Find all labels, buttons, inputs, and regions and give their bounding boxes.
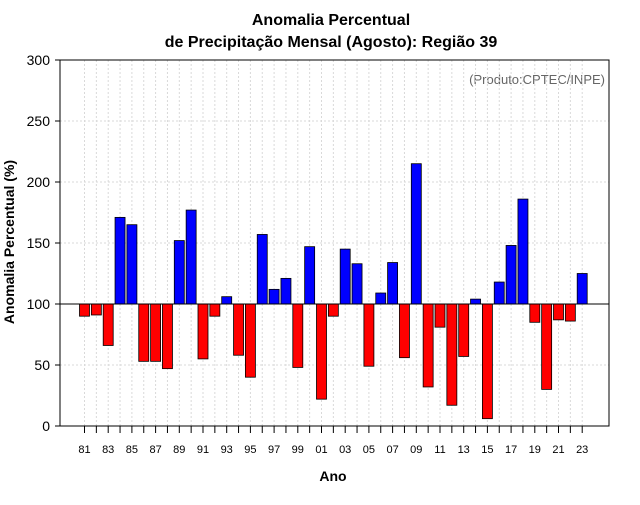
bar-84 [114,216,126,305]
x-tick-label: 19 [529,444,541,456]
bar-86 [138,303,150,362]
bar-85 [126,224,138,305]
x-tick-label: 93 [221,444,233,456]
bar-02 [327,303,339,317]
bar-92 [209,303,221,317]
y-tick-label: 50 [34,357,50,373]
bar-96 [256,234,268,305]
x-tick-label: 81 [78,444,90,456]
plot-frame [59,59,610,427]
bar-13 [458,303,470,357]
x-tick-label: 23 [576,444,588,456]
bar-16 [493,281,505,305]
y-tick-label: 300 [27,52,51,68]
x-tick-label: 09 [410,444,422,456]
bar-04 [351,263,363,305]
x-tick-label: 05 [363,444,375,456]
chart-title: Anomalia Percentual [252,12,410,29]
bars [79,163,588,420]
bar-03 [339,248,351,305]
x-tick-label: 03 [339,444,351,456]
y-tick-label: 100 [27,296,51,312]
x-tick-label: 99 [292,444,304,456]
x-tick-label: 07 [386,444,398,456]
bar-22 [564,303,576,322]
bar-83 [102,303,114,346]
bar-19 [529,303,541,323]
bar-00 [304,246,316,305]
bar-99 [292,303,304,368]
bar-08 [399,303,410,359]
bar-09 [410,163,422,305]
x-tick-label: 83 [102,444,114,456]
bar-91 [197,303,209,360]
bar-93 [221,296,233,305]
bar-11 [434,303,446,328]
bar-12 [446,303,458,406]
chart-subtitle: de Precipitação Mensal (Agosto): Região … [165,34,498,51]
bar-21 [553,303,564,321]
x-tick-label: 95 [244,444,256,456]
bar-18 [517,198,529,305]
bar-07 [387,262,399,305]
bar-06 [375,292,387,305]
bar-95 [244,303,256,378]
bar-23 [576,273,588,305]
bar-10 [422,303,434,388]
bar-14 [470,298,481,305]
bar-17 [505,245,517,305]
bar-90 [185,209,197,305]
bar-94 [233,303,244,356]
x-tick-label: 91 [197,444,209,456]
bar-82 [90,303,102,316]
bar-15 [481,303,493,420]
x-axis-label: Ano [319,468,346,484]
product-credit: (Produto:CPTEC/INPE) [469,72,605,87]
bar-20 [541,303,553,390]
x-tick-label: 85 [126,444,138,456]
y-tick-label: 150 [27,235,51,251]
bar-98 [280,277,292,305]
bar-81 [79,303,90,317]
bar-89 [173,240,185,305]
x-tick-label: 89 [173,444,185,456]
x-tick-label: 01 [315,444,327,456]
x-tick-label: 15 [481,444,493,456]
bar-87 [150,303,162,362]
x-tick-label: 21 [552,444,564,456]
bar-97 [268,288,280,305]
x-tick-label: 97 [268,444,280,456]
y-axis-label: Anomalia Percentual (%) [1,160,17,324]
y-tick-label: 200 [27,174,51,190]
bar-05 [363,303,375,367]
x-tick-label: 17 [505,444,517,456]
bar-01 [316,303,327,400]
x-tick-label: 11 [434,444,445,456]
x-tick-label: 13 [458,444,470,456]
x-tick-label: 87 [149,444,161,456]
bar-88 [162,303,173,370]
y-tick-label: 0 [42,418,50,434]
y-tick-label: 250 [27,113,51,129]
